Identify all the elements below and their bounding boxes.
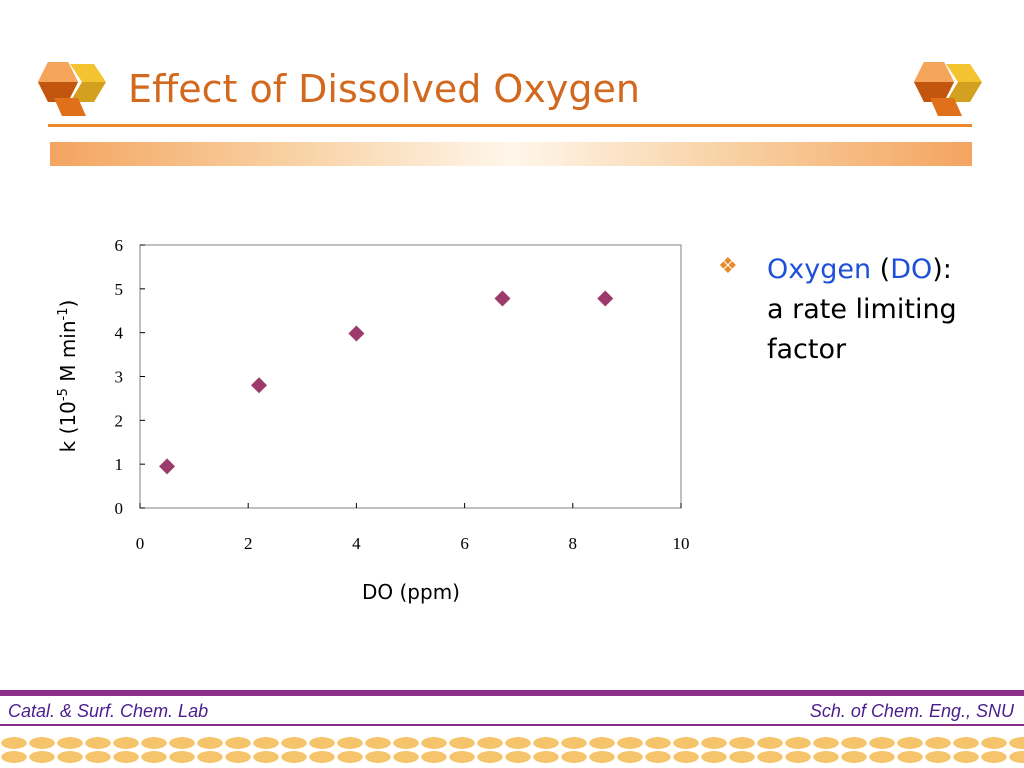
x-tick-label-5: 10	[673, 534, 690, 553]
x-tick-label-2: 4	[352, 534, 361, 553]
data-point-3	[494, 290, 511, 307]
plot-area	[139, 244, 682, 509]
bullet-line-1: Oxygen (DO):	[767, 250, 1008, 290]
y-tick-label-0: 0	[115, 499, 124, 518]
y-tick-label-1: 1	[115, 455, 124, 474]
x-axis: 0 2 4 6 8 10	[136, 503, 690, 553]
data-points	[159, 290, 614, 475]
x-tick-label-1: 2	[244, 534, 253, 553]
footer-pattern	[0, 736, 1024, 764]
y-tick-label-5: 5	[115, 280, 124, 299]
bullet-line-2: a rate limiting	[767, 294, 957, 325]
y-axis: 0 1 2 3 4 5 6	[115, 236, 145, 518]
bullet-line-1-rest: ):	[932, 254, 952, 285]
footer-lab-name: Catal. & Surf. Chem. Lab	[8, 701, 209, 721]
y-axis-title: k (10-5 M min-1)	[56, 300, 80, 453]
y-tick-label-3: 3	[115, 368, 124, 387]
slide-title: Effect of Dissolved Oxygen	[128, 67, 640, 111]
footer-rule-bottom	[0, 724, 1024, 726]
bullet-line-3: factor	[767, 334, 847, 365]
x-tick-label-3: 6	[460, 534, 469, 553]
data-point-0	[159, 458, 176, 475]
data-point-4	[597, 290, 614, 307]
footer-school-name: Sch. of Chem. Eng., SNU	[809, 701, 1014, 721]
cube-logo-right-icon	[914, 62, 982, 116]
diamond-ornament-icon: ❖	[718, 254, 738, 279]
cube-logo-left-icon	[38, 62, 106, 116]
y-tick-label-6: 6	[115, 236, 124, 255]
y-tick-label-4: 4	[115, 324, 124, 343]
highlight-oxygen: Oxygen	[767, 254, 872, 285]
highlight-do: DO	[890, 254, 933, 285]
data-point-1	[251, 377, 268, 394]
title-gradient-band	[50, 142, 972, 166]
y-tick-label-2: 2	[115, 411, 124, 430]
x-tick-label-0: 0	[136, 534, 145, 553]
title-underline	[48, 124, 972, 127]
paren-open: (	[871, 254, 891, 285]
bullet-point: ❖ Oxygen (DO): a rate limiting factor	[718, 250, 1008, 370]
x-tick-label-4: 8	[569, 534, 578, 553]
data-point-2	[348, 325, 365, 342]
x-axis-title: DO (ppm)	[362, 580, 460, 604]
scatter-chart: 0 2 4 6 8 10 0 1 2 3 4 5 6 DO (ppm) k (10-5 M min-1…	[56, 236, 690, 604]
footer-rule-top	[0, 690, 1024, 696]
bullet-text: Oxygen (DO): a rate limiting factor	[767, 250, 1008, 370]
